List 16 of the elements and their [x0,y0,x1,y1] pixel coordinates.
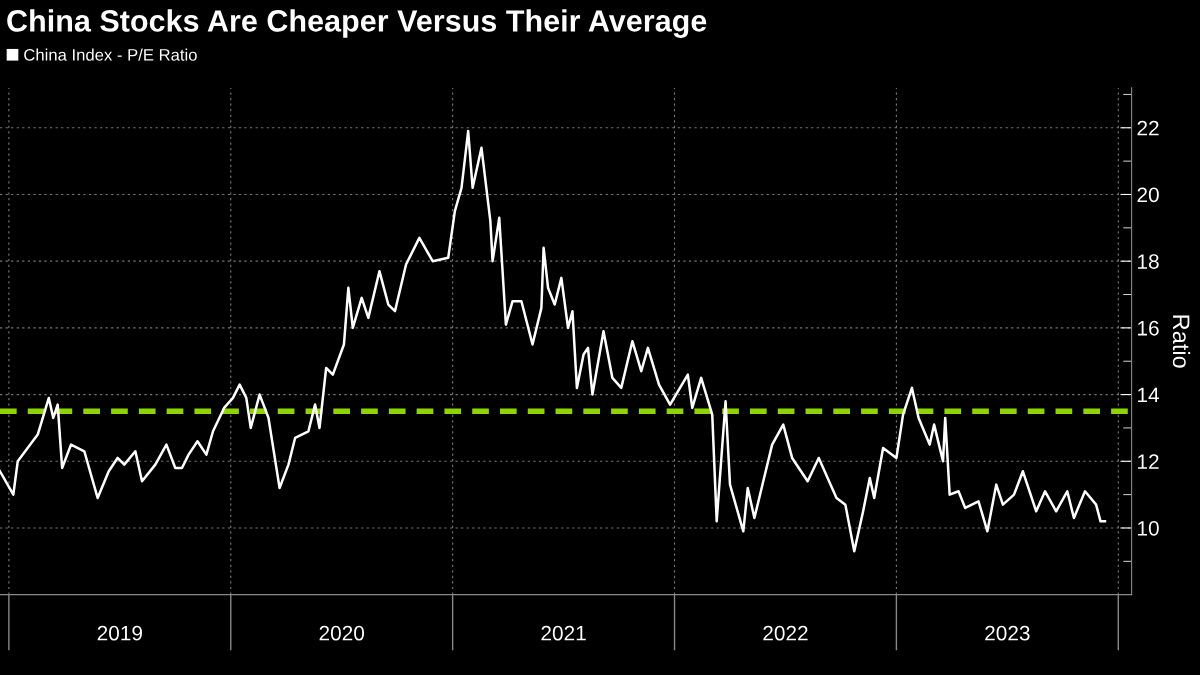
y-axis-title: Ratio [1172,315,1191,368]
x-tick-label: 2019 [97,625,142,641]
legend-label: China Index - P/E Ratio [24,48,197,61]
chart-title: China Stocks Are Cheaper Versus Their Average [7,9,707,38]
x-tick-label: 2020 [319,625,365,641]
y-tick-label: 14 [1138,387,1160,403]
y-tick-label: 20 [1137,187,1159,203]
y-tick-label: 18 [1138,254,1159,269]
y-tick-label: 16 [1138,320,1159,336]
y-tick-label: 10 [1138,520,1159,536]
y-tick-label: 12 [1138,454,1159,469]
x-tick-label: 2021 [541,625,586,641]
y-tick-label: 22 [1137,120,1159,136]
line-series [0,129,1107,553]
x-tick-label: 2023 [985,625,1030,641]
x-tick-label: 2022 [763,625,808,641]
